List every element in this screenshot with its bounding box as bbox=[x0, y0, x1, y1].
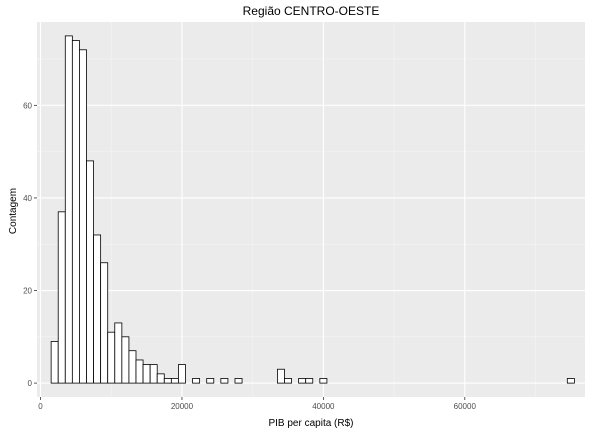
histogram-bar bbox=[298, 378, 307, 384]
histogram-bar bbox=[277, 368, 285, 384]
histogram-bar bbox=[114, 322, 123, 384]
histogram-bar bbox=[64, 35, 73, 384]
chart-title: Região CENTRO-OESTE bbox=[243, 4, 380, 18]
x-tick-label: 40000 bbox=[312, 402, 335, 411]
x-axis-title: PIB per capita (R$) bbox=[268, 418, 353, 429]
histogram-bar bbox=[192, 378, 201, 384]
y-tick-label: 60 bbox=[23, 101, 32, 110]
x-tick-label: 0 bbox=[38, 402, 43, 411]
plot-panel bbox=[37, 22, 585, 397]
x-tick-label: 20000 bbox=[171, 402, 194, 411]
histogram-bar bbox=[163, 378, 172, 384]
histogram-bar bbox=[121, 336, 130, 384]
y-tick-label: 40 bbox=[23, 194, 32, 203]
x-tick-label: 60000 bbox=[454, 402, 477, 411]
y-tick-label: 0 bbox=[28, 379, 33, 388]
histogram-bar bbox=[128, 350, 137, 384]
histogram-bars bbox=[50, 35, 575, 384]
panel-background bbox=[37, 22, 585, 397]
histogram-bar bbox=[93, 234, 102, 384]
histogram-bar bbox=[79, 49, 87, 384]
histogram-bar bbox=[566, 378, 575, 384]
y-axis-title: Contagem bbox=[8, 188, 19, 234]
histogram-bar bbox=[71, 40, 80, 384]
histogram-bar bbox=[107, 331, 116, 384]
histogram-bar bbox=[156, 373, 165, 384]
histogram-bar bbox=[100, 262, 109, 384]
histogram-bar bbox=[206, 378, 215, 384]
histogram-bar bbox=[57, 211, 66, 384]
y-tick-label: 20 bbox=[23, 287, 32, 296]
histogram-bar bbox=[50, 341, 59, 384]
histogram-bar bbox=[220, 378, 229, 384]
histogram-bar bbox=[170, 378, 179, 384]
histogram-bar bbox=[149, 364, 158, 384]
histogram-bar bbox=[305, 378, 314, 384]
histogram-bar bbox=[234, 378, 243, 384]
histogram-bar bbox=[135, 359, 144, 384]
axes: 0 20000 40000 60000 0 20 40 60 bbox=[23, 101, 476, 411]
histogram-bar bbox=[142, 364, 151, 384]
histogram-bar bbox=[178, 364, 186, 384]
histogram-bar bbox=[319, 378, 328, 384]
histogram-bar bbox=[86, 160, 94, 384]
histogram-bar bbox=[284, 378, 292, 384]
